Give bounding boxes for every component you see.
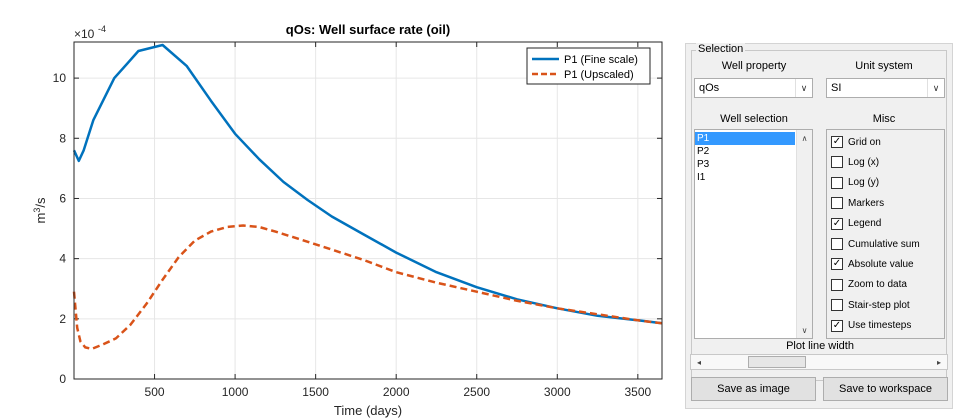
plot-line-width-label: Plot line width (786, 340, 854, 352)
x-tick-label: 3000 (544, 385, 571, 399)
legend-entry: P1 (Fine scale) (564, 54, 638, 66)
x-tick-label: 2000 (383, 385, 410, 399)
well-list-item[interactable]: P2 (697, 146, 710, 157)
misc-option-label: Stair-step plot (848, 299, 910, 311)
checkbox[interactable] (831, 176, 843, 189)
slider-thumb[interactable] (748, 356, 806, 368)
unit-system-value: SI (831, 82, 842, 94)
checkbox[interactable]: ✓ (831, 136, 843, 148)
well-selection-label: Well selection (720, 113, 788, 125)
checkbox[interactable] (831, 299, 843, 312)
checkbox[interactable] (831, 156, 843, 169)
triangle-right-icon[interactable]: ▸ (936, 357, 941, 367)
misc-option[interactable]: ✓ Grid on (831, 133, 881, 151)
x-tick-label: 500 (145, 385, 165, 399)
legend-box (526, 47, 651, 85)
y-tick-label: 10 (53, 71, 67, 85)
misc-option[interactable]: Log (x) (831, 153, 879, 171)
y-tick-label: 8 (59, 131, 66, 145)
misc-option-label: Use timesteps (848, 320, 912, 332)
misc-option[interactable]: ✓ Use timesteps (831, 317, 911, 335)
x-tick-label: 2500 (463, 385, 490, 399)
checkbox[interactable]: ✓ (831, 258, 843, 271)
save-as-image-button[interactable]: Save as image (691, 377, 816, 401)
misc-options-box: ✓ Grid on Log (x) Log (y) Markers ✓ Legend Cumu… (826, 129, 945, 339)
checkbox[interactable]: ✓ (831, 217, 843, 230)
misc-option-label: Log (y) (848, 177, 880, 189)
well-selection-list[interactable]: P1 P2 P3 I1 ∧ ∨ (694, 129, 813, 339)
misc-option[interactable]: Zoom to data (831, 276, 907, 294)
axis-exponent-power: -4 (98, 24, 106, 34)
misc-option-label: Absolute value (848, 258, 914, 270)
check-icon: ✓ (832, 217, 842, 229)
well-property-select[interactable]: qOs ∨ (694, 78, 813, 98)
misc-option-label: Markers (848, 197, 885, 209)
selection-group-title: Selection (696, 43, 746, 55)
x-tick-label: 1500 (302, 385, 329, 399)
well-list-item[interactable]: P1 (695, 132, 795, 145)
x-axis-label: Time (days) (334, 403, 402, 418)
check-icon: ✓ (832, 319, 842, 331)
unit-system-select[interactable]: SI ∨ (826, 78, 945, 98)
misc-option-label: Grid on (848, 136, 881, 148)
plot-line-width-slider[interactable]: ◂ ▸ (690, 354, 948, 370)
misc-option-label: Legend (848, 218, 882, 230)
unit-system-label: Unit system (855, 60, 913, 72)
chevron-down-icon: ∨ (927, 79, 944, 97)
well-list-items: P1 P2 P3 I1 (695, 130, 812, 184)
misc-option[interactable]: Cumulative sum (831, 235, 920, 253)
misc-option-label: Zoom to data (848, 279, 907, 291)
plot-background (74, 42, 662, 379)
checkbox[interactable] (831, 278, 843, 291)
y-axis-label: m3/s (32, 197, 48, 223)
triangle-up-icon[interactable]: ∧ (801, 133, 808, 143)
triangle-down-icon[interactable]: ∨ (801, 325, 808, 335)
checkbox[interactable] (831, 197, 843, 210)
well-list-item[interactable]: I1 (697, 172, 706, 183)
misc-option[interactable]: Markers (831, 194, 884, 212)
well-list-scrollbar[interactable]: ∧ ∨ (796, 130, 812, 338)
well-property-label: Well property (721, 60, 787, 72)
y-tick-label: 4 (59, 252, 66, 266)
chevron-down-icon: ∨ (795, 79, 812, 97)
x-tick-label: 1000 (222, 385, 249, 399)
check-icon: ✓ (832, 258, 842, 270)
misc-option-label: Cumulative sum (848, 238, 920, 250)
selection-group: Selection Well property Unit system qOs … (691, 43, 947, 381)
well-list-item[interactable]: P3 (697, 159, 710, 170)
save-to-workspace-button[interactable]: Save to workspace (823, 377, 948, 401)
axis-exponent: ×10 (74, 27, 95, 41)
y-tick-label: 2 (59, 312, 66, 326)
misc-label: Misc (872, 113, 896, 125)
misc-option[interactable]: Log (y) (831, 174, 879, 192)
control-panel: Selection Well property Unit system qOs … (685, 43, 953, 409)
y-tick-label: 0 (59, 372, 66, 386)
misc-option[interactable]: Stair-step plot (831, 296, 910, 314)
line-chart[interactable]: 500 1000 1500 2000 2500 3000 3500 0 2 4 6 8 10 ×10 -4 q… (0, 0, 680, 420)
x-tick-label: 3500 (624, 385, 651, 399)
checkbox[interactable] (831, 238, 843, 250)
axes-box (73, 41, 663, 380)
misc-option[interactable]: ✓ Legend (831, 215, 881, 233)
check-icon: ✓ (832, 136, 842, 147)
well-property-value: qOs (699, 82, 720, 94)
chart-title: qOs: Well surface rate (oil) (286, 22, 450, 37)
misc-option[interactable]: ✓ Absolute value (831, 255, 914, 273)
triangle-left-icon[interactable]: ◂ (696, 357, 701, 367)
misc-option-label: Log (x) (848, 156, 880, 168)
legend-entry: P1 (Upscaled) (564, 69, 634, 81)
y-tick-label: 6 (59, 191, 66, 205)
plot-area: 500 1000 1500 2000 2500 3000 3500 0 2 4 6 8 10 ×10 -4 q… (0, 0, 680, 420)
checkbox[interactable]: ✓ (831, 319, 843, 332)
